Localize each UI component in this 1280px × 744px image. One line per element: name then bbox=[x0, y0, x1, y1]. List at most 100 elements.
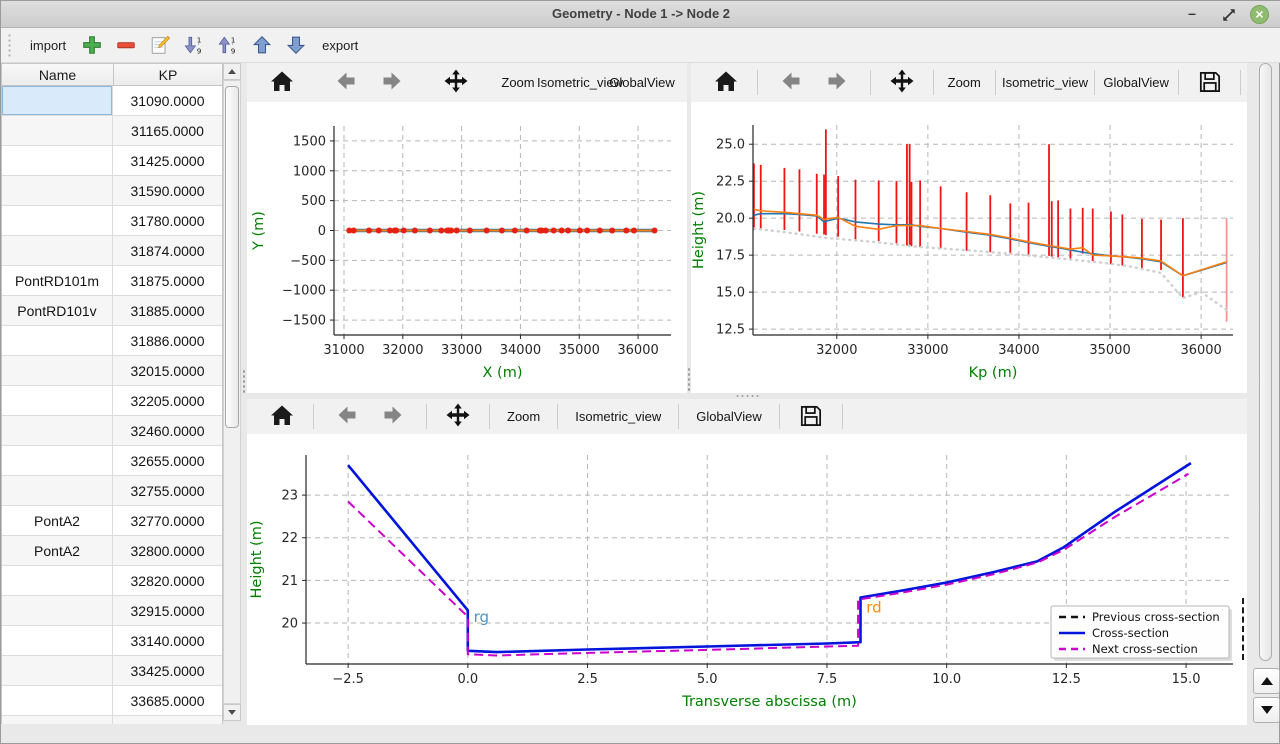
globalview-button[interactable]: GlobalView bbox=[1103, 75, 1169, 90]
cell-kp[interactable]: 32820.0000 bbox=[130, 572, 205, 589]
cell-kp[interactable]: 32015.0000 bbox=[130, 362, 205, 379]
import-button[interactable]: import bbox=[30, 37, 67, 53]
table-row[interactable]: PontA2 32770.0000 bbox=[2, 506, 222, 536]
cell-name[interactable] bbox=[2, 626, 113, 655]
zoom-button[interactable]: Zoom bbox=[507, 409, 541, 424]
table-row[interactable]: PontRD101m 31875.0000 bbox=[2, 266, 222, 296]
cell-kp[interactable]: 31875.0000 bbox=[130, 272, 205, 289]
table-row[interactable]: 32655.0000 bbox=[2, 446, 222, 476]
home-button[interactable] bbox=[259, 69, 305, 96]
move-up-button[interactable] bbox=[249, 32, 275, 58]
table-row[interactable]: 31425.0000 bbox=[2, 146, 222, 176]
pan-button[interactable] bbox=[435, 403, 481, 430]
table-row[interactable]: 32460.0000 bbox=[2, 416, 222, 446]
cell-name[interactable] bbox=[2, 416, 113, 445]
plot-divider[interactable] bbox=[687, 63, 691, 393]
save-button[interactable] bbox=[1186, 69, 1232, 96]
cell-name[interactable] bbox=[2, 686, 113, 715]
isometric-view-button[interactable]: Isometric_view bbox=[1002, 75, 1088, 90]
add-row-button[interactable] bbox=[79, 32, 105, 58]
table-row[interactable]: PontA2 32800.0000 bbox=[2, 536, 222, 566]
table-scrollbar-thumb[interactable] bbox=[225, 86, 239, 428]
cell-kp[interactable]: 32460.0000 bbox=[130, 422, 205, 439]
longitudinal-profile-plot[interactable]: 32000 33000 34000 35000 36000 25.0 22.5 20.0 17.… bbox=[691, 102, 1247, 393]
cell-kp[interactable]: 32770.0000 bbox=[130, 512, 205, 529]
pan-button[interactable] bbox=[433, 69, 479, 96]
maximize-button[interactable] bbox=[1221, 7, 1237, 23]
overflow-button[interactable]: » bbox=[681, 69, 687, 96]
cell-kp[interactable] bbox=[113, 716, 222, 724]
edit-button[interactable] bbox=[147, 32, 173, 58]
table-row[interactable]: 31090.0000 bbox=[2, 86, 222, 116]
table-row[interactable]: 31886.0000 bbox=[2, 326, 222, 356]
vertical-splitter[interactable] bbox=[241, 63, 247, 725]
table-row[interactable]: 33685.0000 bbox=[2, 686, 222, 716]
zoom-button[interactable]: Zoom bbox=[501, 75, 535, 90]
isometric-view-button[interactable]: Isometric_view bbox=[537, 75, 623, 90]
cell-name[interactable]: PontA2 bbox=[2, 506, 113, 535]
pan-button[interactable] bbox=[879, 69, 925, 96]
splitter-handle[interactable] bbox=[735, 394, 761, 398]
table-row[interactable]: 32755.0000 bbox=[2, 476, 222, 506]
cell-kp[interactable]: 31590.0000 bbox=[130, 182, 205, 199]
close-button[interactable]: × bbox=[1250, 5, 1269, 24]
globalview-button[interactable]: GlobalView bbox=[609, 75, 675, 90]
table-row[interactable]: 31780.0000 bbox=[2, 206, 222, 236]
scroll-up-button[interactable] bbox=[1253, 668, 1280, 694]
column-header-name[interactable]: Name bbox=[2, 64, 114, 85]
cell-kp[interactable]: 32655.0000 bbox=[130, 452, 205, 469]
home-button[interactable] bbox=[703, 69, 749, 96]
cell-kp[interactable]: 31090.0000 bbox=[130, 92, 205, 109]
cell-name[interactable] bbox=[2, 356, 113, 385]
globalview-button[interactable]: GlobalView bbox=[696, 409, 762, 424]
window-scrollbar-thumb[interactable] bbox=[1259, 63, 1272, 661]
forward-button[interactable] bbox=[372, 403, 418, 430]
table-row[interactable]: 33425.0000 bbox=[2, 656, 222, 686]
cell-kp[interactable]: 31780.0000 bbox=[130, 212, 205, 229]
cell-kp[interactable]: 31874.0000 bbox=[130, 242, 205, 259]
export-button[interactable]: export bbox=[322, 37, 359, 53]
cell-name[interactable]: PontA2 bbox=[2, 536, 113, 565]
zoom-button[interactable]: Zoom bbox=[947, 75, 981, 90]
back-button[interactable] bbox=[321, 69, 367, 96]
table-scroll-up-button[interactable] bbox=[223, 63, 241, 80]
cell-kp[interactable]: 33685.0000 bbox=[130, 692, 205, 709]
table-row[interactable]: 32205.0000 bbox=[2, 386, 222, 416]
table-row[interactable]: 31590.0000 bbox=[2, 176, 222, 206]
toolbar-grip[interactable] bbox=[7, 33, 12, 57]
cell-name[interactable] bbox=[2, 206, 113, 235]
cell-kp[interactable]: 32205.0000 bbox=[130, 392, 205, 409]
sort-ascending-button[interactable]: 1 9 bbox=[215, 32, 241, 58]
back-button[interactable] bbox=[322, 403, 368, 430]
minimize-button[interactable]: – bbox=[1181, 6, 1203, 24]
cell-name[interactable] bbox=[2, 596, 113, 625]
isometric-view-button[interactable]: Isometric_view bbox=[575, 409, 662, 424]
cell-kp[interactable]: 32800.0000 bbox=[130, 542, 205, 559]
remove-row-button[interactable] bbox=[113, 32, 139, 58]
cell-kp[interactable]: 31425.0000 bbox=[130, 152, 205, 169]
cell-name[interactable] bbox=[2, 656, 113, 685]
cell-kp[interactable]: 33425.0000 bbox=[130, 662, 205, 679]
cell-name[interactable] bbox=[2, 146, 113, 175]
splitter-handle[interactable] bbox=[687, 367, 691, 393]
cell-name[interactable] bbox=[2, 386, 113, 415]
table-row[interactable]: 32820.0000 bbox=[2, 566, 222, 596]
cell-kp[interactable]: 31885.0000 bbox=[130, 302, 205, 319]
cross-section-plot[interactable]: −2.5 0.0 2.5 5.0 7.5 10.0 12.5 15.0 23 22 21 20 Tran… bbox=[247, 434, 1247, 725]
cell-name[interactable]: PontRD101v bbox=[2, 296, 113, 325]
cell-name[interactable] bbox=[2, 476, 113, 505]
cell-name[interactable] bbox=[2, 236, 113, 265]
cell-kp[interactable]: 32915.0000 bbox=[130, 602, 205, 619]
cell-name[interactable] bbox=[2, 326, 113, 355]
cell-name[interactable] bbox=[2, 176, 113, 205]
cell-kp[interactable]: 31886.0000 bbox=[130, 332, 205, 349]
table-scroll-down-button[interactable] bbox=[223, 704, 241, 721]
cell-kp[interactable]: 33140.0000 bbox=[130, 632, 205, 649]
table-row[interactable]: 32015.0000 bbox=[2, 356, 222, 386]
cell-name[interactable]: PontRD101m bbox=[2, 266, 113, 295]
cell-name[interactable] bbox=[2, 716, 113, 724]
forward-button[interactable] bbox=[371, 69, 417, 96]
table-row[interactable] bbox=[2, 716, 222, 724]
cell-kp[interactable]: 32755.0000 bbox=[130, 482, 205, 499]
table-row[interactable]: PontRD101v 31885.0000 bbox=[2, 296, 222, 326]
